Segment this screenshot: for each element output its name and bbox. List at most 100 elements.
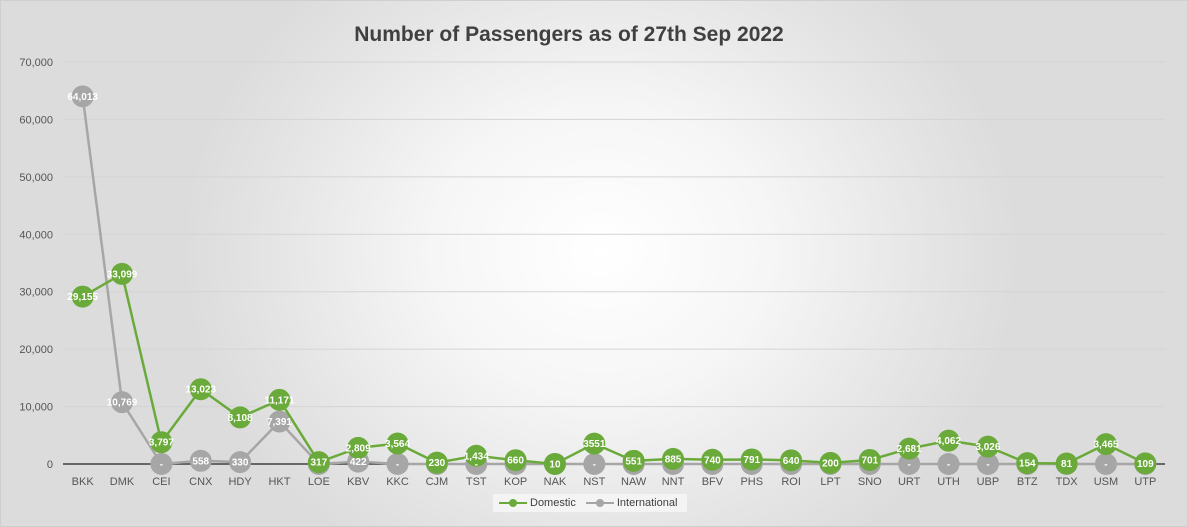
x-tick-label: NAK	[544, 476, 567, 488]
data-point-domestic	[583, 432, 606, 455]
data-point-domestic	[780, 449, 803, 472]
data-point-international	[229, 451, 252, 474]
data-point-domestic	[740, 448, 763, 471]
data-point-international	[1094, 453, 1117, 475]
data-label-domestic: 33,099	[107, 269, 138, 280]
data-label-domestic: 13,023	[185, 385, 216, 396]
data-point-domestic	[71, 285, 94, 308]
data-label-domestic: 317	[310, 458, 327, 469]
y-tick-label: 40,000	[19, 229, 53, 241]
y-tick-label: 0	[47, 459, 53, 471]
data-label-domestic: 4,062	[936, 436, 961, 447]
y-tick-label: 10,000	[19, 402, 53, 414]
data-label-international: -	[396, 460, 399, 471]
legend-entry-international: International	[585, 497, 678, 509]
y-tick-label: 60,000	[19, 114, 53, 126]
data-point-international	[150, 453, 173, 475]
data-label-domestic: 3,465	[1093, 440, 1118, 451]
data-point-domestic	[268, 388, 291, 411]
data-label-international: -	[593, 460, 596, 471]
data-point-international	[898, 453, 921, 475]
data-point-international	[386, 453, 409, 475]
data-label-domestic: 200	[822, 458, 839, 469]
data-point-domestic	[111, 262, 134, 285]
data-label-domestic: 791	[743, 455, 760, 466]
data-label-domestic: 81	[1061, 459, 1073, 470]
data-point-domestic	[1094, 433, 1117, 456]
data-label-domestic: 701	[861, 455, 878, 466]
legend-marker-domestic	[499, 498, 527, 508]
data-label-domestic: 3,564	[385, 439, 410, 450]
x-tick-label: KOP	[504, 476, 527, 488]
x-tick-label: NAW	[621, 476, 647, 488]
data-label-domestic: 1,434	[464, 451, 489, 462]
data-point-domestic	[465, 444, 488, 467]
data-point-domestic	[543, 452, 566, 475]
x-tick-label: TDX	[1056, 476, 1079, 488]
data-label-domestic: 8,108	[228, 413, 253, 424]
data-point-domestic	[622, 449, 645, 472]
x-tick-label: LPT	[820, 476, 840, 488]
data-label-domestic: 740	[704, 455, 721, 466]
x-tick-label: NNT	[662, 476, 685, 488]
data-point-domestic	[229, 406, 252, 429]
y-tick-label: 50,000	[19, 172, 53, 184]
data-label-domestic: 11,171	[264, 395, 294, 406]
data-label-domestic: 3,026	[975, 442, 1000, 453]
data-label-domestic: 10	[549, 459, 561, 470]
data-point-domestic	[504, 449, 527, 472]
data-point-international	[268, 410, 291, 433]
data-label-domestic: 660	[507, 456, 524, 467]
x-tick-label: LOE	[308, 476, 330, 488]
x-tick-label: CEI	[152, 476, 170, 488]
x-tick-label: BFV	[702, 476, 724, 488]
data-label-domestic: 640	[783, 456, 800, 467]
data-label-international: -	[947, 460, 950, 471]
data-point-domestic	[701, 448, 724, 471]
data-label-international: 64,013	[67, 92, 98, 103]
x-tick-label: DMK	[110, 476, 135, 488]
x-tick-label: TST	[466, 476, 487, 488]
data-label-domestic: 3,797	[149, 438, 174, 449]
x-tick-label: USM	[1094, 476, 1118, 488]
gridlines	[63, 61, 1165, 408]
data-label-international: -	[986, 460, 989, 471]
data-label-domestic: 230	[429, 458, 446, 469]
x-tick-label: UBP	[977, 476, 1000, 488]
data-point-domestic	[819, 451, 842, 474]
data-label-domestic: 2,809	[346, 443, 371, 454]
data-label-domestic: 154	[1019, 459, 1036, 470]
x-tick-label: UTP	[1134, 476, 1156, 488]
data-label-domestic: 2,681	[897, 444, 922, 455]
data-point-domestic	[425, 451, 448, 474]
x-tick-label: SNO	[858, 476, 882, 488]
x-tick-label: KBV	[347, 476, 370, 488]
legend-label-international: International	[616, 497, 678, 509]
data-point-domestic	[898, 437, 921, 460]
data-label-domestic: 885	[665, 454, 682, 465]
series-line-domestic	[82, 272, 1146, 466]
series	[71, 85, 1157, 475]
data-label-international: 422	[350, 457, 367, 468]
data-point-domestic	[189, 378, 212, 401]
x-tick-label: ROI	[781, 476, 801, 488]
data-labels: 64,013 10,769 - 558 330 7,391 422 - - - - - - - 29,155…	[67, 92, 1154, 471]
data-point-international	[976, 453, 999, 475]
legend-label-domestic: Domestic	[530, 497, 576, 509]
data-point-international	[937, 453, 960, 475]
data-point-international	[71, 85, 94, 108]
x-tick-label: KKC	[386, 476, 409, 488]
legend: Domestic International	[493, 494, 688, 512]
data-label-international: -	[475, 460, 478, 471]
data-point-international	[111, 391, 134, 414]
x-tick-label: NST	[583, 476, 605, 488]
data-point-domestic	[1055, 452, 1078, 475]
data-label-domestic: 109	[1137, 459, 1154, 470]
data-label-international: -	[1104, 460, 1107, 471]
x-tick-label: HDY	[228, 476, 252, 488]
y-tick-label: 20,000	[19, 344, 53, 356]
data-point-domestic	[1016, 452, 1039, 475]
data-point-domestic	[1134, 452, 1157, 475]
data-point-domestic	[150, 431, 173, 454]
